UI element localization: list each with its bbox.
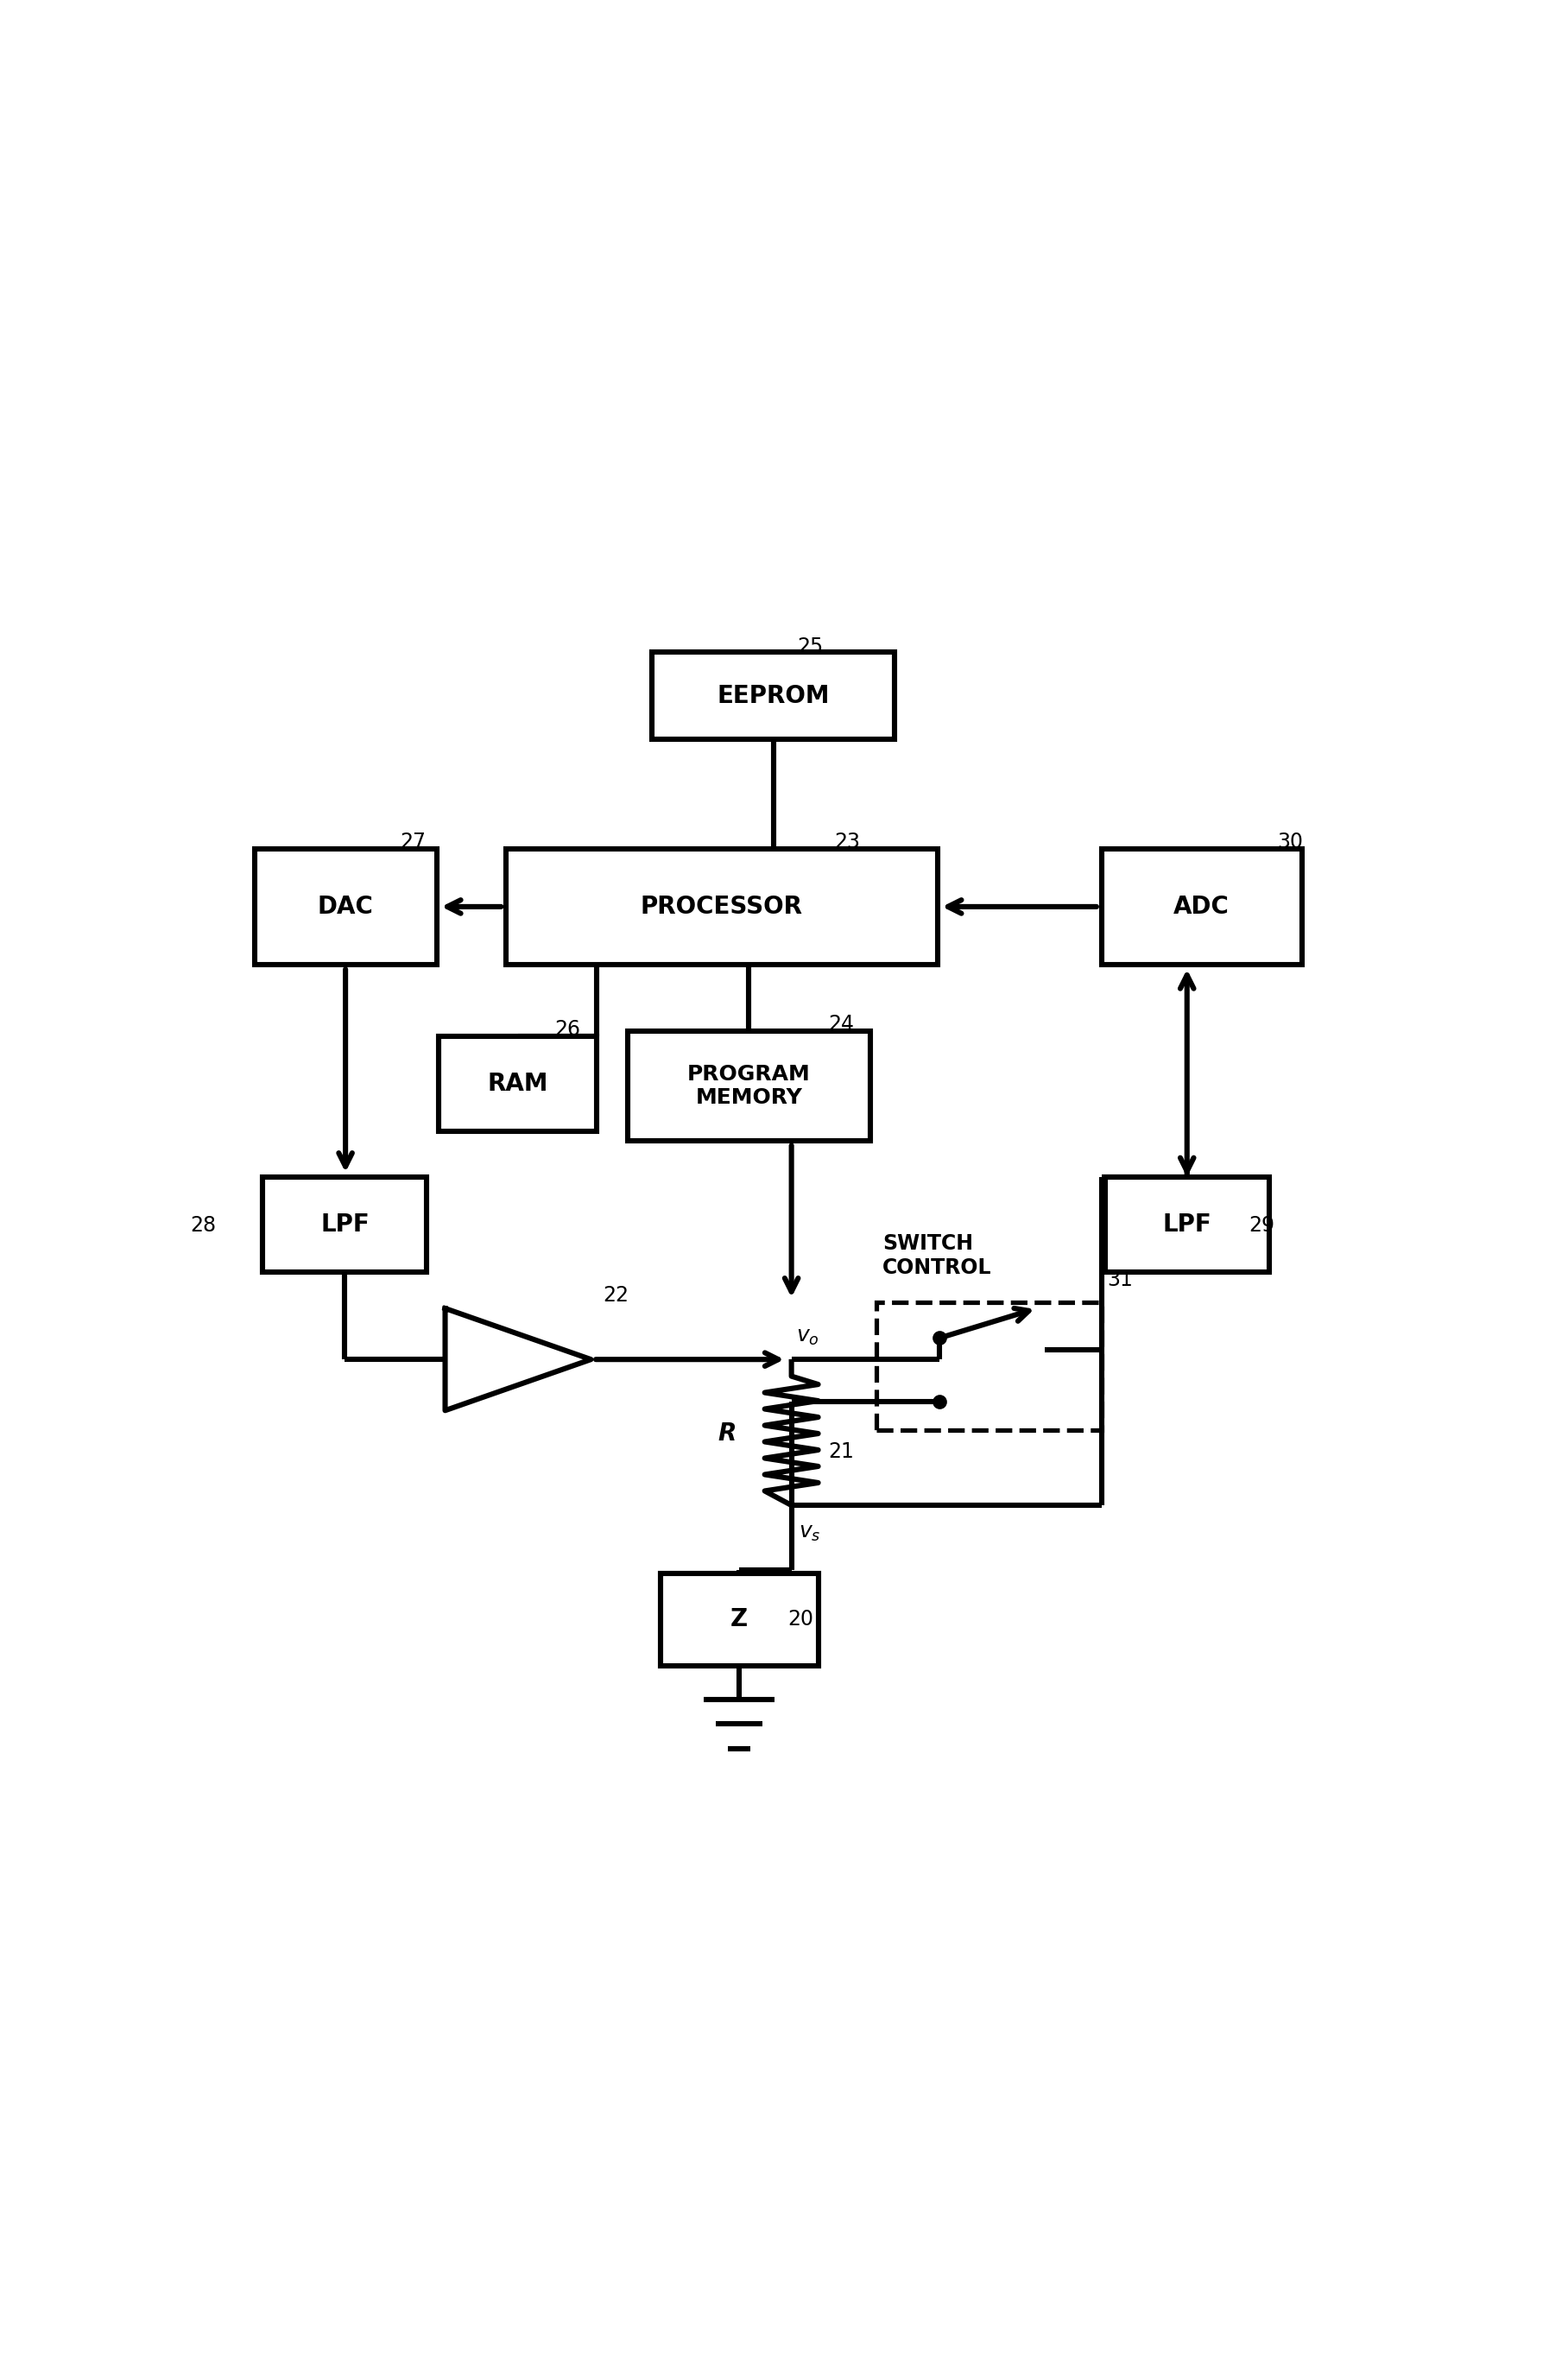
Text: 20: 20 [787, 1608, 814, 1630]
Text: ADC: ADC [1173, 895, 1229, 918]
Text: 24: 24 [828, 1015, 855, 1034]
Bar [1101, 848, 1301, 966]
Text: PROGRAM
MEMORY: PROGRAM MEMORY [687, 1064, 811, 1109]
Text: 22: 22 [604, 1286, 629, 1307]
Bar [627, 1031, 870, 1140]
Text: 25: 25 [798, 636, 823, 657]
Bar [877, 1302, 1101, 1429]
Text: Z: Z [731, 1608, 748, 1632]
Bar [1105, 1178, 1269, 1272]
Bar [254, 848, 436, 966]
Text: DAC: DAC [317, 895, 373, 918]
Text: PROCESSOR: PROCESSOR [640, 895, 803, 918]
Text: $v_s$: $v_s$ [798, 1521, 820, 1543]
Text: RAM: RAM [488, 1072, 549, 1095]
Text: R: R [718, 1422, 737, 1446]
Text: 27: 27 [400, 831, 426, 853]
Bar [506, 848, 938, 966]
Text: 26: 26 [555, 1020, 580, 1041]
Bar [652, 652, 895, 739]
Text: EEPROM: EEPROM [717, 683, 829, 709]
Bar [439, 1036, 597, 1130]
Text: 28: 28 [190, 1215, 216, 1236]
Text: $v_o$: $v_o$ [797, 1326, 820, 1347]
Bar [660, 1573, 818, 1665]
Text: 31: 31 [1107, 1269, 1134, 1291]
Text: 21: 21 [828, 1441, 853, 1462]
Text: SWITCH
CONTROL: SWITCH CONTROL [883, 1234, 993, 1279]
Text: LPF: LPF [1162, 1213, 1212, 1236]
Text: 29: 29 [1248, 1215, 1275, 1236]
Text: 30: 30 [1278, 831, 1303, 853]
Bar [263, 1178, 426, 1272]
Text: 23: 23 [834, 831, 859, 853]
Text: LPF: LPF [320, 1213, 370, 1236]
